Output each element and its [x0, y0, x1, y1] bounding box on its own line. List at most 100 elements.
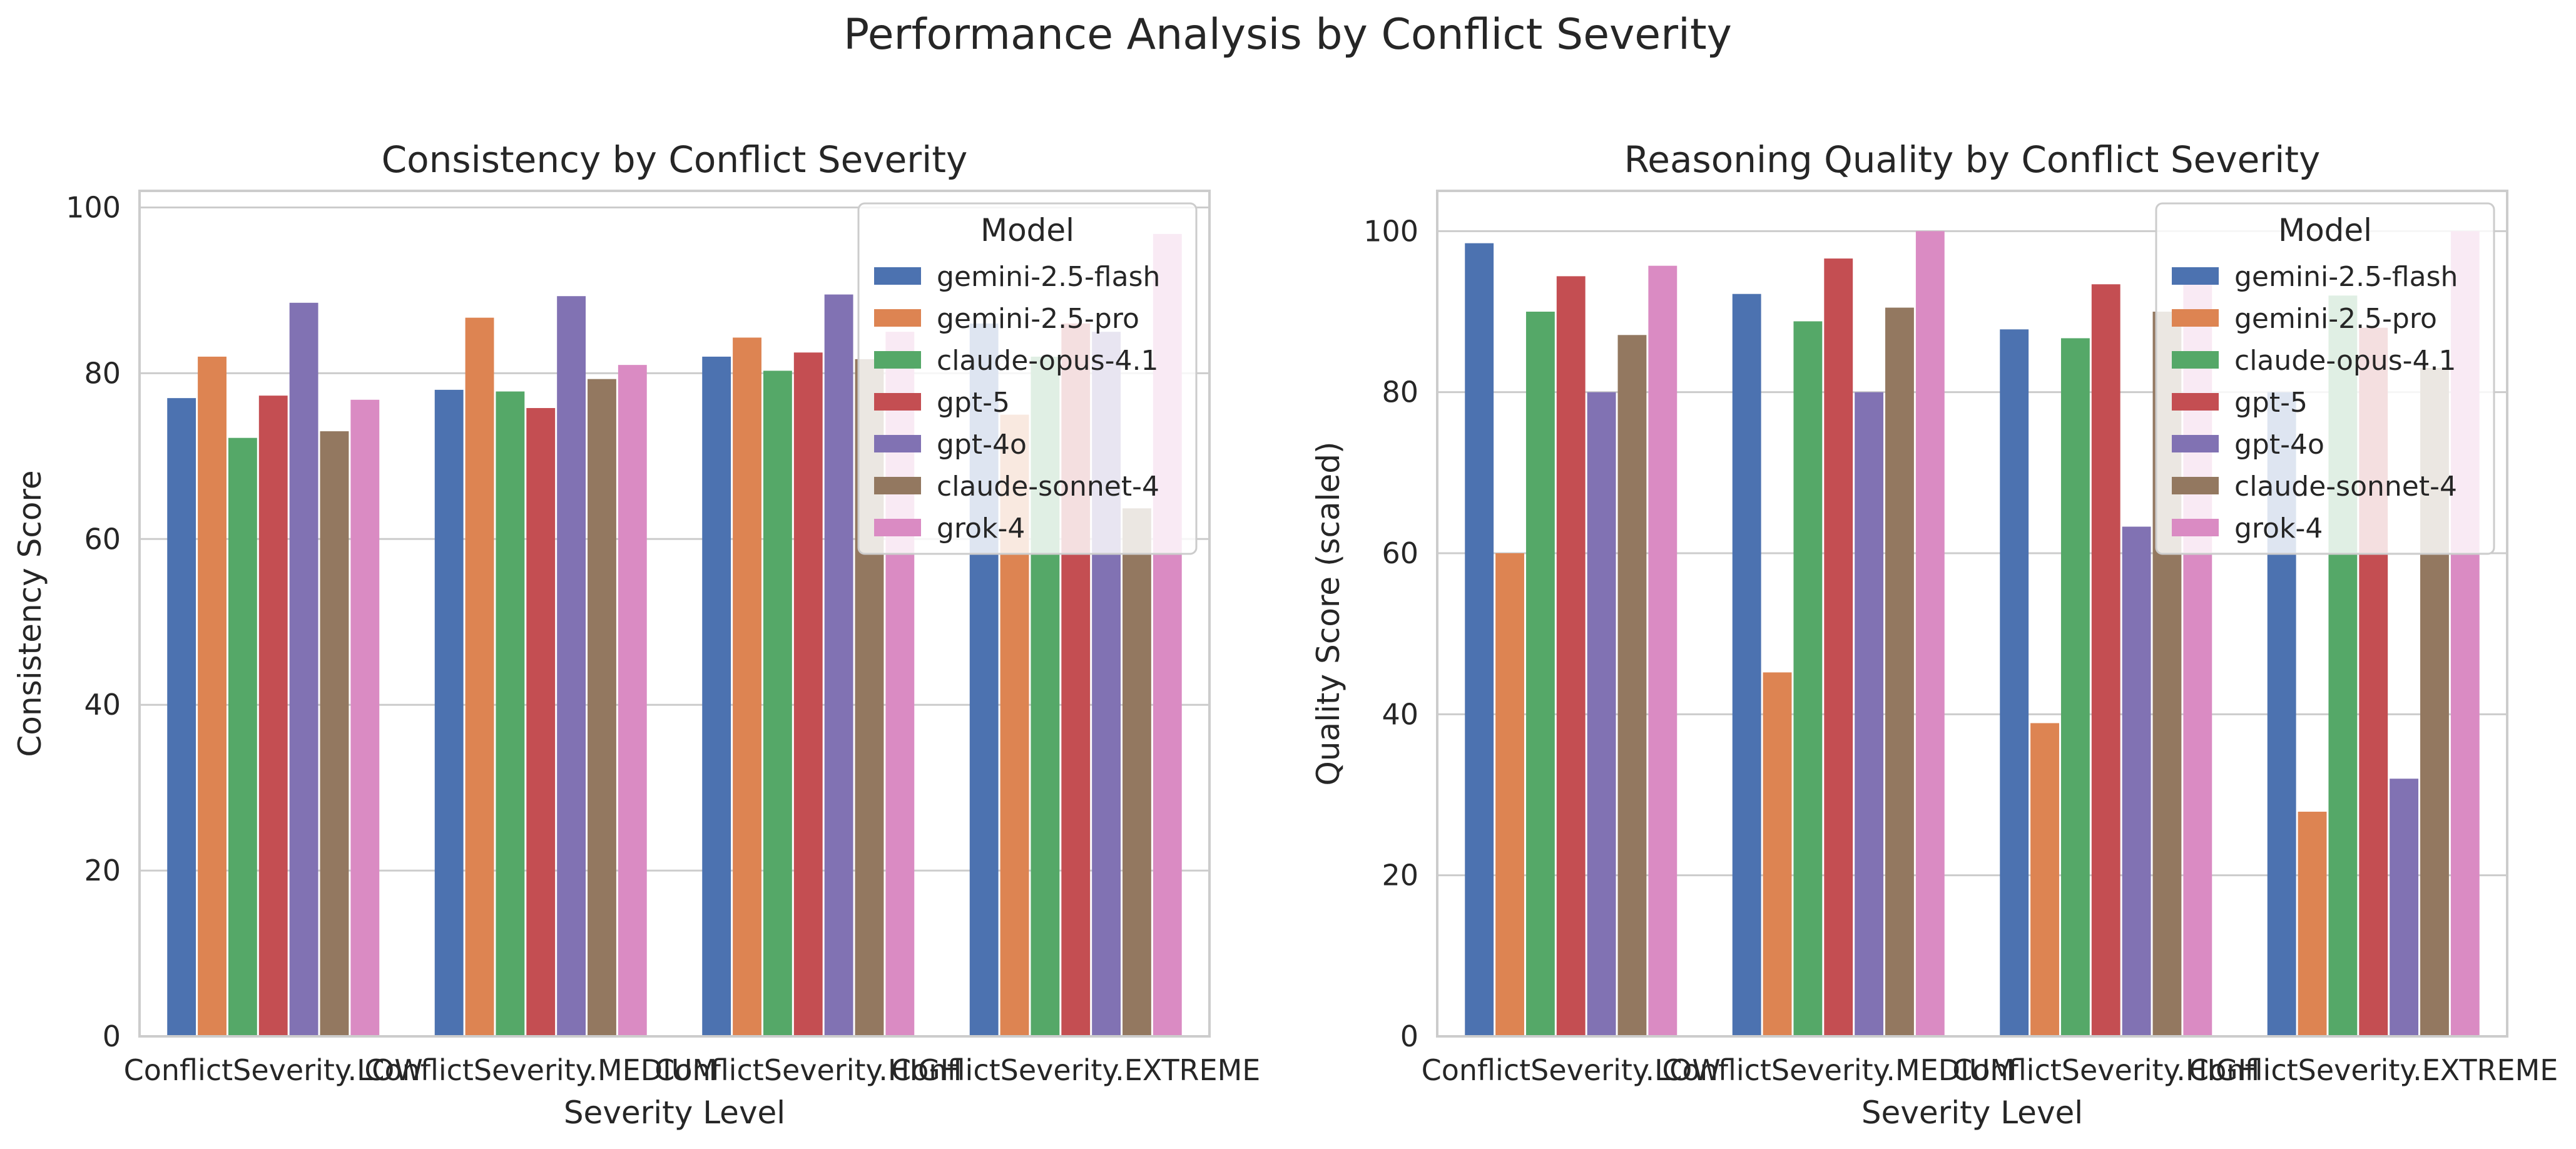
bar-gpt-5: [2091, 284, 2120, 1037]
bar-gpt-4o: [1855, 392, 1884, 1036]
y-tick-label: 0: [1400, 1019, 1418, 1053]
x-tick-label: ConflictSeverity.MEDIUM: [364, 1053, 717, 1087]
bar-gemini-2.5-pro: [198, 356, 227, 1036]
chart-title: Reasoning Quality by Conflict Severity: [1624, 138, 2321, 181]
legend-label: claude-sonnet-4: [2234, 471, 2457, 503]
bar-gpt-4o: [2122, 526, 2151, 1036]
x-tick-label: ConflictSeverity.EXTREME: [2189, 1053, 2558, 1087]
y-axis-label: Consistency Score: [12, 470, 48, 757]
y-tick-label: 60: [84, 522, 121, 556]
bar-gpt-5: [1824, 258, 1853, 1037]
y-tick-label: 80: [1382, 375, 1418, 409]
bar-claude-sonnet-4: [1617, 335, 1647, 1036]
legend-label: claude-sonnet-4: [937, 471, 1159, 503]
legend-swatch-gpt-5: [874, 393, 921, 411]
bar-claude-opus-4.1: [1793, 321, 1823, 1037]
legend-swatch-grok-4: [2172, 519, 2219, 536]
legend-swatch-claude-opus-4.1: [2172, 351, 2219, 369]
legend-label: gpt-5: [2234, 387, 2308, 419]
bar-gpt-5: [526, 408, 556, 1036]
bar-claude-sonnet-4: [320, 431, 349, 1036]
chart-title: Consistency by Conflict Severity: [382, 138, 968, 181]
bar-gpt-4o: [2390, 779, 2419, 1036]
legend-label: gemini-2.5-flash: [937, 261, 1160, 293]
legend: Model gemini-2.5-flash gemini-2.5-pro claud…: [857, 202, 1198, 555]
bar-gemini-2.5-pro: [1495, 553, 1524, 1036]
plot-frame: [138, 190, 1211, 1038]
legend-label: gpt-4o: [937, 429, 1027, 461]
legend-swatch-gemini-2.5-flash: [874, 267, 921, 285]
y-tick-label: 40: [1382, 697, 1418, 731]
bar-gemini-2.5-pro: [1763, 672, 1792, 1036]
bar-gpt-4o: [289, 302, 318, 1036]
legend-title: Model: [2278, 212, 2372, 248]
legend-box: [2155, 202, 2495, 555]
legend-label: grok-4: [937, 513, 1025, 544]
x-tick-label: ConflictSeverity.MEDIUM: [1662, 1053, 2015, 1087]
bar-gpt-4o: [824, 294, 853, 1036]
bar-gemini-2.5-flash: [434, 389, 464, 1036]
legend-swatch-gpt-5: [2172, 393, 2219, 411]
bar-gemini-2.5-flash: [167, 398, 196, 1036]
bar-gemini-2.5-flash: [2000, 329, 2029, 1036]
legend-swatch-gemini-2.5-flash: [2172, 267, 2219, 285]
legend-label: gemini-2.5-flash: [2234, 261, 2458, 293]
bar-gpt-5: [793, 352, 823, 1036]
legend-title: Model: [980, 212, 1074, 248]
legend-swatch-claude-sonnet-4: [2172, 477, 2219, 494]
x-tick-label: ConflictSeverity.EXTREME: [891, 1053, 1260, 1087]
figure-title: Performance Analysis by Conflict Severit…: [843, 10, 1732, 59]
legend: Model gemini-2.5-flash gemini-2.5-pro claud…: [2155, 202, 2495, 555]
y-tick-label: 20: [84, 854, 121, 887]
bar-gemini-2.5-flash: [1465, 243, 1494, 1037]
bar-claude-opus-4.1: [496, 391, 525, 1036]
bar-gpt-4o: [1587, 392, 1616, 1036]
consistency-chart: 020406080100ConflictSeverity.LOWConflict…: [12, 138, 1260, 1131]
legend-label: gpt-5: [937, 387, 1010, 419]
bar-claude-sonnet-4: [1123, 508, 1151, 1036]
bar-gpt-5: [1556, 276, 1586, 1036]
bar-grok-4: [618, 365, 647, 1037]
y-tick-label: 80: [84, 356, 121, 390]
bar-gemini-2.5-pro: [465, 317, 494, 1036]
legend-swatch-gemini-2.5-pro: [2172, 309, 2219, 327]
plot-frame: [1436, 190, 2508, 1038]
legend-swatch-grok-4: [874, 519, 921, 536]
bar-gemini-2.5-flash: [1732, 294, 1761, 1036]
bar-claude-opus-4.1: [228, 437, 257, 1036]
y-tick-label: 100: [66, 190, 121, 224]
bar-grok-4: [1915, 231, 1945, 1036]
legend-swatch-claude-opus-4.1: [874, 351, 921, 369]
bar-gemini-2.5-flash: [702, 356, 731, 1036]
x-tick-label: ConflictSeverity.HIGH: [1952, 1053, 2259, 1087]
y-tick-label: 40: [84, 688, 121, 722]
y-axis-label: Quality Score (scaled): [1310, 441, 1347, 785]
bar-claude-opus-4.1: [2060, 338, 2090, 1037]
y-tick-label: 100: [1363, 214, 1418, 248]
bar-gemini-2.5-pro: [2298, 812, 2327, 1036]
y-tick-label: 0: [103, 1019, 121, 1053]
legend-label: gemini-2.5-pro: [2234, 303, 2437, 335]
legend-swatch-gpt-4o: [2172, 435, 2219, 452]
reasoning-quality-chart: 020406080100ConflictSeverity.LOWConflict…: [1310, 138, 2558, 1131]
bar-claude-sonnet-4: [1885, 307, 1914, 1037]
x-tick-label: ConflictSeverity.HIGH: [654, 1053, 962, 1087]
y-tick-label: 60: [1382, 536, 1418, 570]
bar-claude-sonnet-4: [588, 379, 616, 1036]
bar-gpt-4o: [557, 296, 586, 1036]
bar-grok-4: [350, 399, 380, 1036]
bar-gemini-2.5-pro: [733, 337, 761, 1036]
legend-box: [857, 202, 1198, 555]
legend-swatch-gemini-2.5-pro: [874, 309, 921, 327]
legend-swatch-claude-sonnet-4: [874, 477, 921, 494]
legend-swatch-gpt-4o: [874, 435, 921, 452]
bar-gpt-5: [258, 396, 288, 1036]
bar-grok-4: [1648, 265, 1677, 1036]
y-tick-label: 20: [1382, 859, 1418, 892]
legend-label: gpt-4o: [2234, 429, 2324, 461]
legend-label: grok-4: [2234, 513, 2323, 544]
bar-claude-opus-4.1: [763, 370, 792, 1036]
bar-claude-opus-4.1: [1525, 312, 1555, 1036]
legend-label: claude-opus-4.1: [937, 345, 1158, 377]
x-tick-label: ConflictSeverity.LOW: [124, 1053, 423, 1087]
